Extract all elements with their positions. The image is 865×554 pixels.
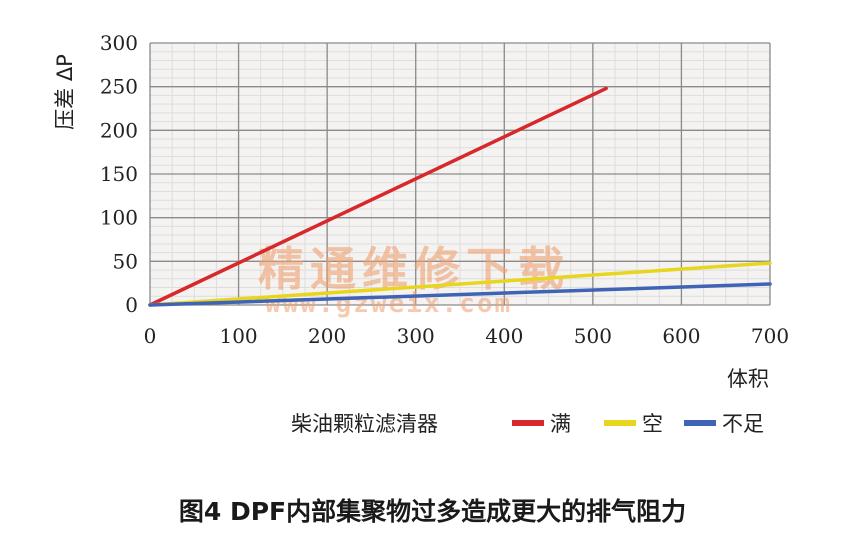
legend: 柴油颗粒滤清器 满 空 不足 bbox=[291, 412, 764, 436]
legend-label: 不足 bbox=[722, 412, 764, 436]
y-tick-label: 0 bbox=[125, 293, 138, 317]
y-tick-label: 200 bbox=[100, 118, 138, 142]
x-tick-labels: 0 100 200 300 400 500 600 700 bbox=[144, 324, 789, 348]
y-tick-label: 50 bbox=[113, 249, 138, 273]
y-tick-label: 150 bbox=[100, 162, 138, 186]
x-axis-title: 体积 bbox=[727, 367, 769, 391]
grid bbox=[149, 42, 771, 306]
y-axis-title: 压差 ΔP bbox=[53, 54, 77, 130]
series-line bbox=[148, 86, 608, 307]
x-tick-label: 700 bbox=[751, 324, 789, 348]
x-tick-label: 600 bbox=[662, 324, 700, 348]
series bbox=[148, 86, 772, 307]
series-line bbox=[148, 282, 772, 307]
x-tick-label: 400 bbox=[485, 324, 523, 348]
legend-label: 空 bbox=[642, 412, 663, 436]
x-tick-label: 500 bbox=[574, 324, 612, 348]
figure-caption: 图4 DPF内部集聚物过多造成更大的排气阻力 bbox=[178, 497, 687, 526]
y-tick-label: 100 bbox=[100, 206, 138, 230]
legend-title: 柴油颗粒滤清器 bbox=[291, 412, 438, 436]
x-tick-label: 100 bbox=[219, 324, 257, 348]
y-tick-label: 300 bbox=[100, 31, 138, 55]
x-tick-label: 0 bbox=[144, 324, 157, 348]
y-tick-labels: 0 50 100 150 200 250 300 bbox=[100, 31, 138, 317]
legend-label: 满 bbox=[550, 412, 571, 436]
series-line bbox=[148, 261, 772, 307]
x-tick-label: 300 bbox=[397, 324, 435, 348]
y-tick-label: 250 bbox=[100, 75, 138, 99]
x-tick-label: 200 bbox=[308, 324, 346, 348]
